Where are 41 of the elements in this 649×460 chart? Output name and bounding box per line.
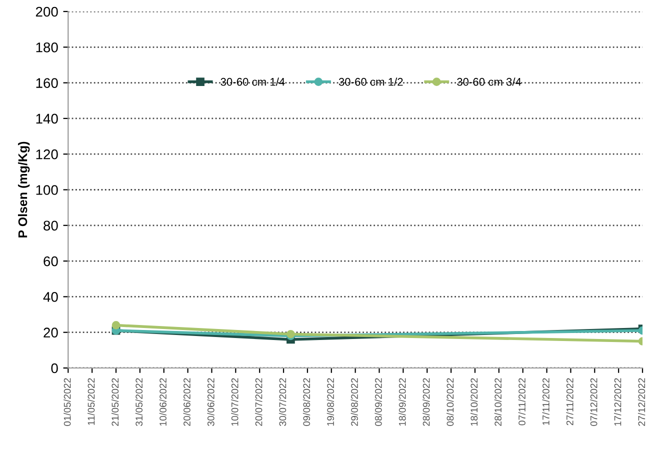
y-tick-label: 140 <box>36 114 58 124</box>
point <box>112 321 120 330</box>
x-tick-label: 10/07/2022 <box>231 378 238 426</box>
y-tick-label: 20 <box>44 328 58 338</box>
y-axis-title: P Olsen (mg/Kg) <box>18 142 30 238</box>
x-tick-label: 07/12/2022 <box>590 378 598 426</box>
y-tick-label: 0 <box>51 363 58 374</box>
x-tick-label: 27/12/2022 <box>638 378 646 426</box>
x-tick-label: 27/11/2022 <box>566 378 574 426</box>
x-tick-label: 28/10/2022 <box>494 378 502 426</box>
x-tick-label: 17/11/2022 <box>542 378 550 425</box>
x-tick-label: 18/10/2022 <box>470 378 478 426</box>
y-tick-label: 80 <box>44 220 58 231</box>
x-tick-label: 08/09/2022 <box>374 378 382 426</box>
x-tick-label: 10/06/2022 <box>159 378 166 426</box>
x-tick-label: 20/06/2022 <box>183 378 190 426</box>
legend-label: 30-60 cm 3/4 <box>457 78 522 86</box>
x-tick-label: 20/07/2022 <box>255 378 262 426</box>
x-tick-label: 30/06/2022 <box>207 378 214 426</box>
y-tick-label: 200 <box>36 6 58 17</box>
x-tick-label: 30/07/2022 <box>279 378 286 426</box>
y-tick-label: 160 <box>36 78 58 88</box>
legend-label: 30-60 cm 1/2 <box>338 78 403 86</box>
x-tick-label: 11/05/2022 <box>88 378 95 425</box>
y-tick-label: 120 <box>36 149 58 160</box>
x-tick-label: 08/10/2022 <box>446 378 454 426</box>
x-tick-label: 31/05/2022 <box>135 378 143 426</box>
y-tick-label: 60 <box>44 256 58 266</box>
x-tick-label: 18/09/2022 <box>398 378 406 426</box>
y-tick-label: 100 <box>36 185 58 195</box>
x-tick-label: 09/08/2022 <box>302 378 310 426</box>
x-tick-label: 19/08/2022 <box>326 378 334 426</box>
x-tick-label: 01/05/2022 <box>64 378 71 426</box>
y-tick-label: 180 <box>36 42 58 52</box>
legend-label: 30-60 cm 1/4 <box>220 78 285 86</box>
x-tick-label: 29/08/2022 <box>350 378 358 426</box>
x-tick-label: 17/12/2022 <box>614 378 622 426</box>
y-tick-label: 40 <box>43 292 58 302</box>
x-tick-label: 07/11/2022 <box>518 378 526 426</box>
x-tick-label: 28/09/2022 <box>422 378 430 426</box>
x-tick-label: 21/05/2022 <box>111 378 119 426</box>
